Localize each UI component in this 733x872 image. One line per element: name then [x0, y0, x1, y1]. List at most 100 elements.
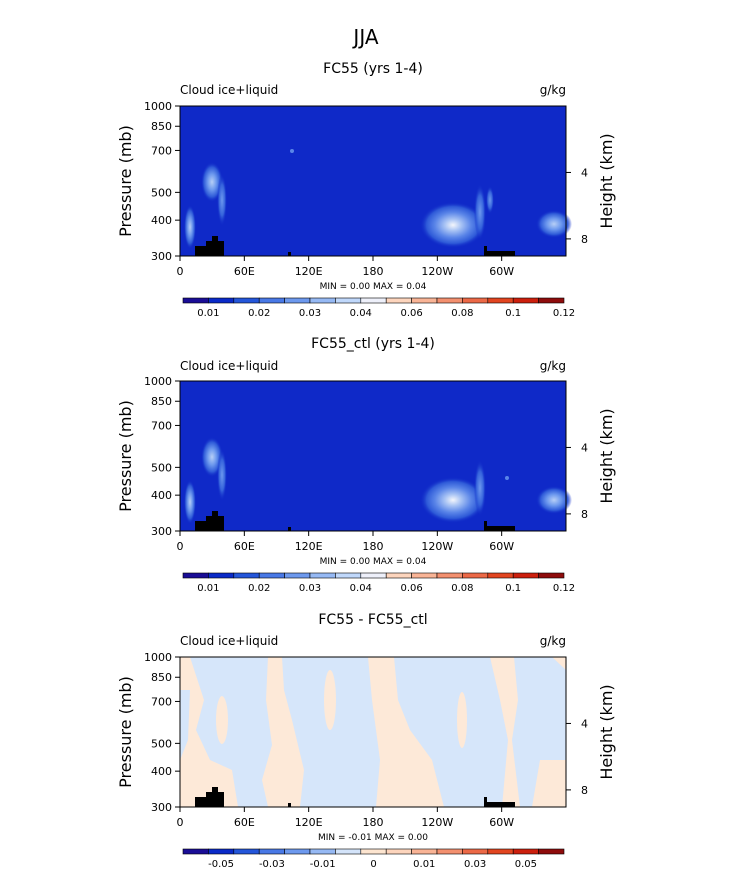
colorbar-swatch — [335, 572, 362, 579]
panel-title: FC55 (yrs 1-4) — [323, 61, 423, 77]
colorbar-label: 0 — [370, 859, 376, 870]
colorbar-swatch — [309, 848, 336, 855]
x-tick-label: 60E — [234, 816, 255, 829]
colorbar-label: 0.01 — [197, 308, 219, 319]
x-tick-label: 0 — [177, 540, 184, 553]
y-tick-label: 300 — [151, 250, 172, 263]
colorbar-swatch — [208, 848, 235, 855]
min-max-stats: MIN = -0.01 MAX = 0.00 — [318, 833, 428, 843]
cloud-feature — [474, 184, 486, 240]
y2-axis-label: Height (km) — [597, 133, 616, 228]
y-tick-label: 1000 — [144, 100, 172, 113]
y-tick-label: 1000 — [144, 375, 172, 388]
axes-panel-2: 300 400 500 700 850 1000 Pressure (mb) 8 4 Height… — [116, 375, 616, 594]
x-tick-label: 60E — [234, 540, 255, 553]
positive-streak — [457, 692, 467, 748]
colorbar-label: 0.02 — [248, 308, 270, 319]
colorbar-swatch — [462, 297, 489, 304]
y-tick-label: 850 — [151, 120, 172, 133]
colorbar-label: 0.06 — [400, 308, 422, 319]
colorbar-swatch — [284, 297, 311, 304]
colorbar-swatch — [385, 848, 412, 855]
x-tick-label: 180 — [363, 540, 384, 553]
colorbar-swatch — [309, 297, 336, 304]
plot-field — [180, 106, 566, 256]
y2-axis-label: Height (km) — [597, 684, 616, 779]
cloud-feature — [486, 186, 494, 214]
y-axis-label: Pressure (mb) — [116, 676, 135, 788]
cloud-feature — [474, 460, 486, 516]
colorbar-swatch — [233, 297, 260, 304]
y2-tick-label: 8 — [581, 508, 588, 521]
colorbar-swatch — [335, 297, 362, 304]
negative-regions — [180, 657, 566, 807]
colorbar-swatch — [233, 848, 260, 855]
panel-title: FC55_ctl (yrs 1-4) — [311, 336, 435, 352]
colorbar-label: 0.02 — [248, 583, 270, 594]
colorbar-label: 0.01 — [413, 859, 435, 870]
x-tick-label: 60W — [489, 265, 514, 278]
cloud-feature — [536, 486, 572, 514]
y-tick-label: 700 — [151, 419, 172, 432]
x-tick-label: 180 — [363, 265, 384, 278]
colorbar-label: -0.01 — [310, 859, 336, 870]
colorbar-label: 0.1 — [505, 583, 521, 594]
colorbar-label: 0.04 — [350, 583, 372, 594]
units-label: g/kg — [540, 83, 566, 97]
y-tick-label: 300 — [151, 801, 172, 814]
colorbar-label: 0.1 — [505, 308, 521, 319]
colorbar-label: -0.03 — [259, 859, 285, 870]
y-tick-label: 500 — [151, 461, 172, 474]
colorbar-label: 0.04 — [350, 308, 372, 319]
positive-streaks — [216, 670, 467, 748]
colorbar-swatch — [538, 297, 565, 304]
colorbar-label: 0.03 — [464, 859, 486, 870]
cloud-feature — [420, 477, 486, 523]
colorbar-swatch — [182, 572, 209, 579]
y-tick-label: 400 — [151, 214, 172, 227]
variable-label: Cloud ice+liquid — [180, 634, 278, 648]
colorbar-label: 0.03 — [299, 308, 321, 319]
panel-3: FC55 - FC55_ctl Cloud ice+liquid g/kg — [179, 612, 567, 808]
min-max-stats: MIN = 0.00 MAX = 0.04 — [320, 282, 427, 292]
positive-streak — [216, 696, 228, 744]
y-tick-label: 700 — [151, 695, 172, 708]
figure-title: JJA — [351, 25, 378, 49]
negative-region — [394, 657, 508, 807]
negative-region — [190, 657, 272, 807]
colorbar-swatch — [208, 572, 235, 579]
y-tick-label: 400 — [151, 489, 172, 502]
colorbar-swatch — [335, 848, 362, 855]
contour-features — [184, 149, 572, 249]
colorbar-swatch — [538, 572, 565, 579]
negative-region — [282, 657, 380, 807]
panel-2: FC55_ctl (yrs 1-4) Cloud ice+liquid g/kg — [179, 336, 572, 532]
min-max-stats: MIN = 0.00 MAX = 0.04 — [320, 557, 427, 567]
y-tick-label: 500 — [151, 186, 172, 199]
x-tick-label: 120E — [295, 540, 323, 553]
x-tick-label: 120W — [421, 816, 453, 829]
cloud-feature — [505, 476, 509, 480]
negative-region — [512, 657, 566, 807]
colorbar-swatch — [258, 297, 285, 304]
colorbar-swatch — [487, 297, 514, 304]
cloud-feature — [217, 449, 227, 501]
y-tick-label: 500 — [151, 737, 172, 750]
cloud-feature — [420, 202, 486, 248]
x-tick-label: 60W — [489, 540, 514, 553]
colorbar-label: 0.06 — [400, 583, 422, 594]
colorbar-swatch — [411, 572, 438, 579]
colorbar-swatch — [208, 297, 235, 304]
colorbar: 0.01 0.02 0.03 0.04 0.06 0.08 0.1 0.12 — [182, 297, 575, 319]
colorbar-swatch — [487, 848, 514, 855]
colorbar-swatch — [385, 297, 412, 304]
colorbar-swatch — [462, 572, 489, 579]
negative-region — [180, 690, 190, 760]
colorbar-label: 0.08 — [451, 308, 473, 319]
x-tick-label: 120W — [421, 265, 453, 278]
y-tick-label: 400 — [151, 765, 172, 778]
panel-title: FC55 - FC55_ctl — [318, 612, 427, 628]
colorbar-swatch — [436, 572, 463, 579]
variable-label: Cloud ice+liquid — [180, 359, 278, 373]
